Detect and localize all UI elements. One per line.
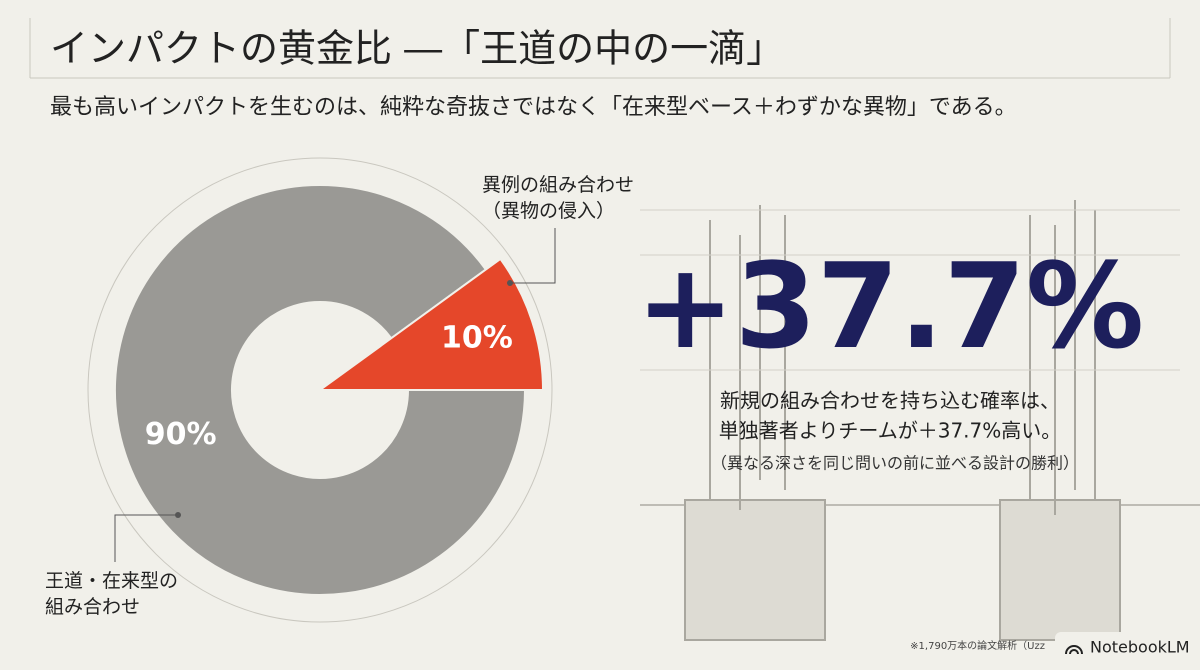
leader-line (510, 228, 556, 284)
leader-line (114, 514, 178, 562)
stat-text: 新規の組み合わせを持ち込む確率は、 (720, 389, 1060, 413)
stat: +37.7% (636, 237, 1144, 375)
value-label: 90% (145, 417, 217, 452)
source: ※1,790万本の論文解析（Uzz (910, 639, 1045, 652)
category-label: 異例の組み合わせ （異物の侵入） (482, 174, 635, 222)
value-label: 10% (441, 321, 513, 356)
stat-note: （異なる深さを同じ問いの前に並べる設計の勝利） (711, 454, 1079, 473)
brand-icon (1065, 645, 1083, 655)
leader-dot (175, 512, 181, 518)
subtitle: 最も高いインパクトを生むのは、純粋な奇抜さではなく「在来型ベース＋わずかな異物」… (50, 95, 1017, 120)
title: インパクトの黄金比 ―「王道の中の一滴」 (50, 27, 784, 71)
slice (114, 184, 527, 596)
brand-box (1055, 632, 1195, 662)
category-label: 王道・在来型の 組み合わせ (45, 570, 179, 618)
stat-text: 単独著者よりチームが＋37.7%高い。 (719, 419, 1062, 443)
slice (316, 257, 545, 391)
brand: NotebookLM (1090, 638, 1190, 657)
leader-dot (507, 280, 513, 286)
